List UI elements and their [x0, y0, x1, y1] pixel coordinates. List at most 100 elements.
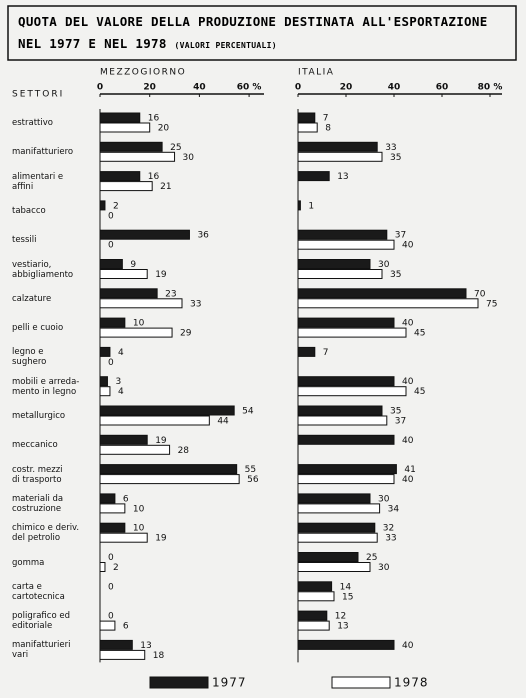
value-label: 75	[486, 299, 497, 309]
bar	[297, 581, 333, 592]
value-label: 0	[108, 211, 114, 221]
bar	[297, 591, 335, 602]
bar	[297, 269, 383, 279]
bar	[99, 171, 141, 182]
value-label: 19	[155, 270, 167, 280]
x-tick-label: 40	[388, 83, 401, 93]
category-label: tessili	[12, 235, 37, 246]
category-label: meccanico	[12, 440, 58, 451]
category-label: alimentari e affini	[12, 171, 64, 192]
bar	[99, 474, 240, 485]
value-label: 12	[335, 612, 346, 622]
panel-title: ITALIA	[298, 68, 334, 78]
value-label: 25	[170, 143, 181, 153]
bar	[99, 229, 190, 240]
bar	[297, 386, 407, 397]
bar	[99, 639, 133, 650]
value-label: 30	[378, 494, 390, 504]
bar	[297, 532, 378, 543]
bar	[99, 493, 116, 504]
bar	[99, 405, 235, 416]
category-label: estrattivo	[12, 118, 53, 128]
x-tick-label: 0	[97, 83, 103, 93]
category-label: manifatturiero	[12, 147, 74, 158]
value-label: 35	[390, 270, 401, 280]
bar	[99, 327, 173, 338]
title-line: QUOTA DEL VALORE DELLA PRODUZIONE DESTIN…	[18, 14, 488, 29]
bar	[297, 493, 371, 504]
bar	[297, 327, 407, 338]
value-label: 16	[148, 172, 160, 182]
value-label: 2	[113, 563, 119, 573]
value-label: 7	[323, 114, 329, 124]
panel-title: MEZZOGIORNO	[100, 68, 186, 78]
value-label: 21	[160, 182, 171, 192]
value-label: 44	[217, 417, 229, 427]
value-label: 36	[197, 231, 209, 241]
x-tick-label: 20	[143, 83, 156, 93]
bar	[99, 562, 106, 572]
value-label: 40	[402, 475, 414, 485]
value-label: 33	[385, 534, 396, 544]
value-label: 40	[402, 319, 414, 329]
title-frame	[7, 5, 517, 61]
category-label: pelli e cuoio	[12, 323, 64, 334]
category-label: costr. mezzi di trasporto	[12, 464, 63, 485]
bar	[99, 151, 176, 162]
bar	[99, 122, 151, 133]
bar	[297, 112, 316, 123]
value-label: 29	[180, 329, 192, 339]
bar	[297, 434, 395, 445]
value-label: 37	[395, 231, 406, 241]
value-label: 33	[385, 143, 396, 153]
bar	[297, 141, 378, 152]
value-label: 18	[153, 651, 165, 661]
value-label: 41	[404, 465, 415, 475]
title-line: NEL 1977 E NEL 1978	[18, 36, 167, 51]
bar	[99, 346, 111, 357]
value-label: 13	[140, 641, 151, 651]
value-label: 4	[118, 387, 124, 397]
value-label: 56	[247, 475, 259, 485]
bar	[99, 181, 153, 192]
bar	[99, 288, 158, 299]
value-label: 23	[165, 289, 176, 299]
bar	[297, 151, 383, 162]
category-label: vestiario, abbigliamento	[12, 259, 74, 280]
x-tick-label: 60	[436, 83, 449, 93]
value-label: 70	[474, 289, 486, 299]
value-label: 45	[414, 387, 425, 397]
x-tick-label: 20	[340, 83, 353, 93]
category-label: tabacco	[12, 205, 46, 216]
bar	[297, 317, 395, 328]
bar	[297, 229, 388, 240]
value-label: 0	[108, 241, 114, 251]
value-label: 0	[108, 358, 114, 368]
category-label: legno e sughero	[12, 347, 47, 368]
value-label: 2	[113, 201, 119, 211]
value-label: 54	[242, 407, 254, 417]
value-label: 0	[108, 553, 114, 563]
bar	[297, 522, 376, 533]
bar	[99, 532, 148, 543]
bar	[99, 376, 108, 387]
bar	[99, 259, 123, 269]
subtitle: (VALORI PERCENTUALI)	[174, 41, 277, 50]
category-label: metallurgico	[12, 411, 66, 421]
value-label: 13	[337, 172, 348, 182]
value-label: 40	[402, 436, 414, 446]
value-label: 10	[133, 319, 145, 329]
bar	[297, 610, 328, 621]
value-label: 4	[118, 348, 124, 358]
bar	[297, 122, 318, 133]
value-label: 40	[402, 641, 414, 651]
legend-swatch	[331, 676, 391, 689]
category-label: chimico e deriv. del petrolio	[12, 523, 80, 544]
value-label: 37	[395, 417, 406, 427]
bar	[99, 434, 148, 445]
bar	[297, 639, 395, 650]
value-label: 28	[178, 446, 190, 456]
bar	[297, 415, 388, 426]
bar	[297, 620, 330, 631]
